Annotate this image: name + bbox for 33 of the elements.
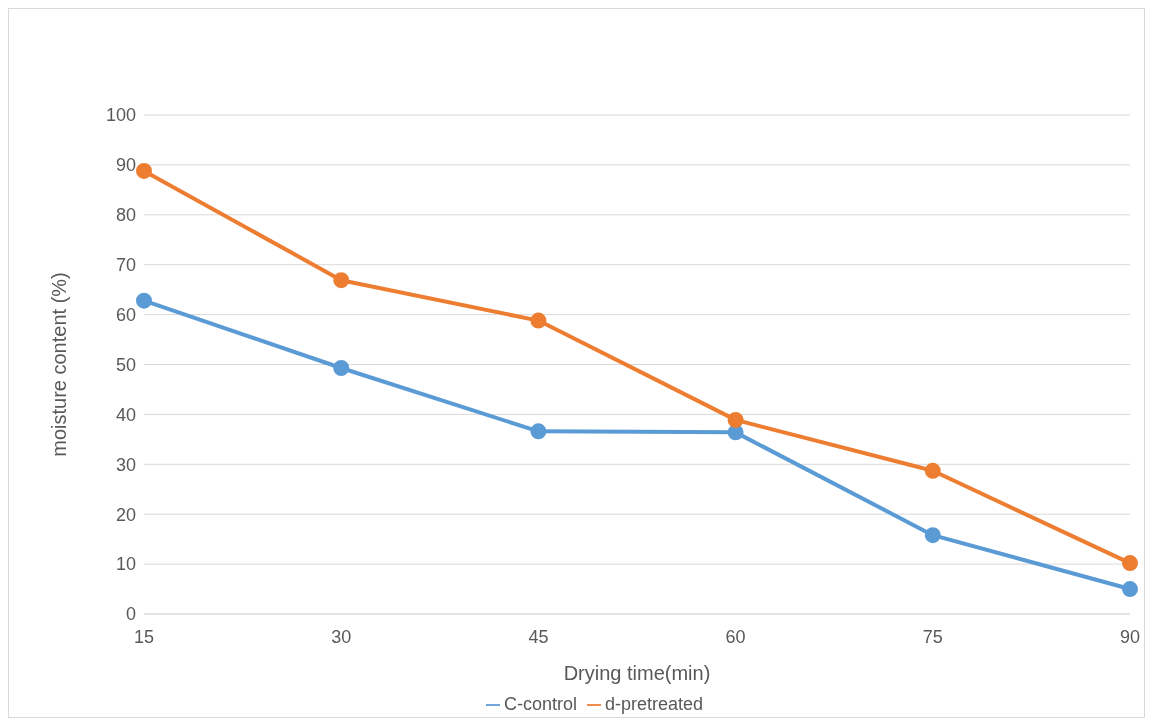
point [727,424,744,441]
y-tick-label: 30 [115,454,136,475]
x-tick-label: 60 [725,626,746,647]
x-tick-label: 90 [1119,626,1141,647]
point [136,292,152,309]
y-tick-label: 50 [115,354,136,375]
x-tick-label: 30 [331,626,352,647]
x-axis-title: Drying time(min) [563,662,711,684]
x-tick-label: 75 [922,626,943,647]
y-tick-label: 10 [115,554,136,575]
legend-label: C-control [503,694,577,714]
x-tick-label: 15 [133,626,155,647]
point [530,423,547,440]
point [924,462,941,479]
y-tick-label: 100 [105,105,136,126]
point [1122,555,1138,572]
point [1122,581,1138,598]
point [530,312,547,329]
y-tick-label: 80 [115,205,136,226]
point [333,272,350,289]
y-tick-label: 40 [115,404,136,425]
point [333,359,350,376]
legend-label: d-pretreated [604,694,704,714]
x-tick-label: 45 [528,626,549,647]
point [727,411,744,428]
point [136,162,152,179]
y-tick-label: 20 [115,504,136,525]
y-axis-title: moisture content (%) [48,272,71,457]
y-tick-label: 60 [115,304,136,325]
y-tick-label: 90 [115,155,136,176]
y-tick-label: 0 [125,604,136,625]
point [924,527,941,544]
y-tick-label: 70 [115,255,136,276]
